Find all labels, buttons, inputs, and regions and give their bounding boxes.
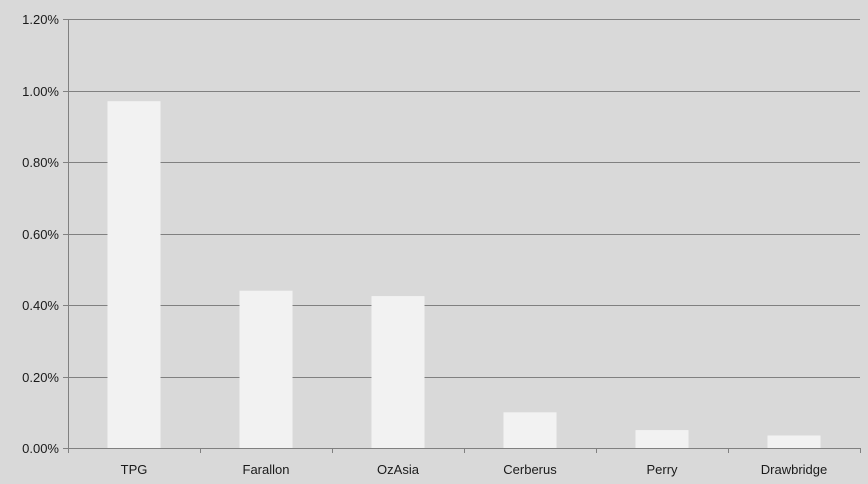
y-tick-label: 1.00% xyxy=(22,84,59,99)
bar-cerberus xyxy=(503,412,557,449)
x-tick-label: Farallon xyxy=(243,462,290,477)
bar-farallon xyxy=(239,290,293,448)
axes xyxy=(63,19,861,453)
y-tick-labels: 0.00% 0.20% 0.40% 0.60% 0.80% 1.00% 1.20% xyxy=(22,12,59,456)
x-tick-labels: TPG Farallon OzAsia Cerberus Perry Drawbridge xyxy=(121,462,828,477)
bar-drawbridge xyxy=(767,435,821,448)
bar-perry xyxy=(635,430,689,448)
gridlines xyxy=(68,19,860,378)
x-tick-label: Drawbridge xyxy=(761,462,827,477)
x-tick-label: Cerberus xyxy=(503,462,557,477)
y-tick-label: 0.00% xyxy=(22,441,59,456)
bars xyxy=(107,101,821,449)
x-tick-label: Perry xyxy=(646,462,678,477)
y-tick-label: 0.60% xyxy=(22,227,59,242)
x-tick-label: OzAsia xyxy=(377,462,420,477)
x-tick-label: TPG xyxy=(121,462,148,477)
y-tick-label: 0.80% xyxy=(22,155,59,170)
y-tick-label: 0.40% xyxy=(22,298,59,313)
y-tick-label: 0.20% xyxy=(22,370,59,385)
y-tick-label: 1.20% xyxy=(22,12,59,27)
bar-tpg xyxy=(107,101,161,448)
bar-ozasia xyxy=(371,296,425,448)
